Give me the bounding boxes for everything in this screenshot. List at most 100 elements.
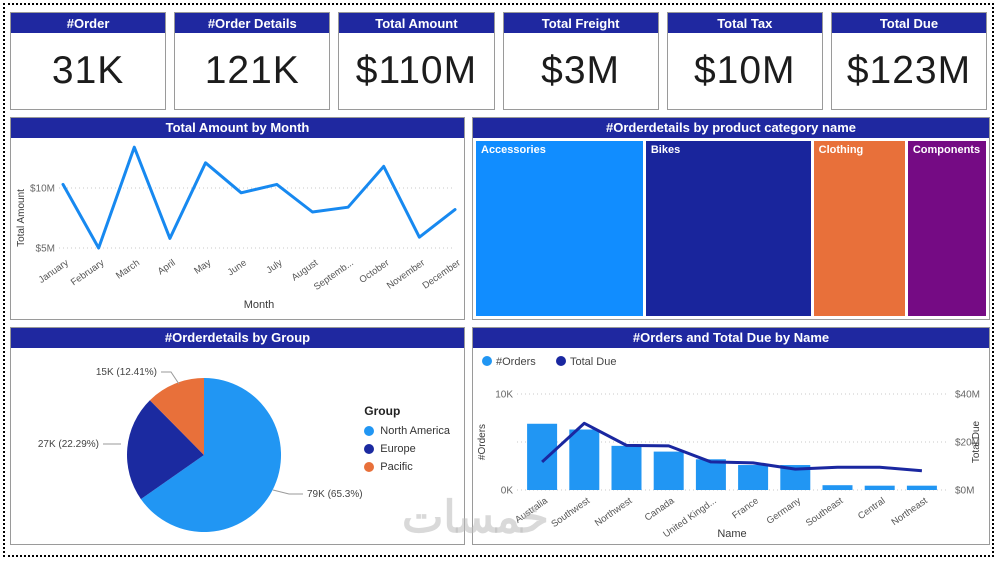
pie-slice-europe[interactable] [127,400,204,500]
x-tick: May [192,257,213,276]
legend-item-label: Pacific [380,461,413,473]
panel-orders-total-due-by-name[interactable]: #Orders and Total Due by Name #Orders Tot… [472,327,990,545]
legend-dot-icon [364,426,375,436]
bar-southeast[interactable] [822,485,853,490]
kpi-card[interactable]: Total Due $123M [830,12,988,110]
treemap-segment-accessories[interactable]: Accessories [476,141,643,316]
line-chart-body: $10M $5M January February March April May June J… [11,138,464,319]
x-tick: France [730,495,761,521]
bar-northeast[interactable] [906,485,937,490]
x-tick: Central [856,495,887,522]
x-tick: July [264,257,284,276]
kpi-card-value: 31K [51,49,125,92]
panel-orderdetails-by-group[interactable]: #Orderdetails by Group 79K (65.3%) 27K (2… [10,327,465,545]
pie-legend-title: Group [364,404,401,418]
middle-row: Total Amount by Month $10M $5M January Febr… [10,117,990,320]
treemap-segment-label: Components [912,144,981,156]
x-tick: Canada [643,495,677,524]
left-axis-tick: 0K [501,486,514,497]
pie-legend: Group North America Europe Pacific [364,404,450,479]
kpi-card-title: #Order [11,13,166,33]
pie-slice-label: 15K (12.41%) [96,367,157,378]
y-axis-title: Total Amount [16,189,27,247]
legend-item-north-america[interactable]: North America [364,425,450,437]
pie-slice-label: 27K (22.29%) [38,439,99,450]
x-tick: March [114,257,142,281]
combo-legend-dot-icon [482,356,492,366]
kpi-card-title: #Order Details [175,13,330,33]
right-axis-tick: $40M [955,390,980,401]
pie-slice-label: 79K (65.3%) [307,489,363,500]
right-axis-tick: $0M [955,486,974,497]
legend-item-europe[interactable]: Europe [364,443,450,455]
kpi-card[interactable]: Total Freight $3M [502,12,659,110]
bar-france[interactable] [738,465,769,490]
panel-title-orders-total-due-by-name: #Orders and Total Due by Name [473,328,989,348]
pie-chart[interactable]: 79K (65.3%) 27K (22.29%) 15K (12.41%) [11,348,464,544]
treemap-segment-label: Clothing [818,144,864,156]
combo-chart[interactable]: #Orders Total Due 10K 0K $40M $20M $0M Australi… [473,348,989,544]
x-tick: Septemb... [312,257,356,292]
treemap-segment-components[interactable]: Components [907,141,986,316]
panel-title-orderdetails-by-group: #Orderdetails by Group [11,328,464,348]
x-tick: Northwest [593,495,635,529]
legend-dot-icon [364,462,375,472]
legend-item-pacific[interactable]: Pacific [364,461,450,473]
kpi-card-title: Total Due [831,13,987,33]
treemap-segment-label: Accessories [481,144,546,156]
bar-central[interactable] [864,485,895,490]
kpi-card[interactable]: #Order Details 121K [174,12,331,110]
panel-orderdetails-by-category[interactable]: #Orderdetails by product category name A… [472,117,990,320]
kpi-card-value: $10M [693,49,796,92]
treemap-segment-label: Bikes [650,144,681,156]
panel-title-total-amount-by-month: Total Amount by Month [11,118,464,138]
kpi-card[interactable]: Total Tax $10M [666,12,823,110]
left-axis-title: #Orders [477,424,488,460]
bottom-row: #Orderdetails by Group 79K (65.3%) 27K (2… [10,327,990,545]
kpi-card[interactable]: #Order 31K [10,12,167,110]
x-tick: Southeast [804,495,846,529]
kpi-row: #Order 31K #Order Details 121K Total Amount $… [10,12,988,110]
legend-item-label: North America [380,425,450,437]
kpi-card-title: Total Freight [503,13,658,33]
pie-slice-pacific[interactable] [149,378,204,455]
total-amount-line[interactable] [61,145,457,250]
kpi-card-value: 121K [204,49,300,92]
pie-slice-north-america[interactable] [140,378,282,532]
x-axis-title: Month [244,299,275,311]
treemap-segment-bikes[interactable]: Bikes [645,141,811,316]
panel-title-orderdetails-by-category: #Orderdetails by product category name [473,118,989,138]
combo-chart-body: #Orders Total Due 10K 0K $40M $20M $0M Australi… [473,348,989,544]
right-axis-tick: $20M [955,438,980,449]
x-tick: April [156,257,178,277]
legend-dot-icon [364,444,375,454]
bar-unitedkingd[interactable] [695,459,726,490]
y-tick: $10M [30,184,55,195]
x-tick: February [69,257,107,288]
legend-item-label: Europe [380,443,416,455]
x-tick: August [290,257,321,283]
combo-legend-dot-icon [556,356,566,366]
x-tick: November [385,257,427,291]
right-axis-title: Total Due [971,420,982,463]
left-axis-tick: 10K [495,390,513,401]
kpi-card-value: $3M [541,49,621,92]
total-due-line[interactable] [541,421,923,473]
bar-australia[interactable] [527,423,558,490]
x-tick: Australia [513,495,550,526]
bar-southwest[interactable] [569,429,600,490]
x-tick: June [226,257,249,278]
panel-total-amount-by-month[interactable]: Total Amount by Month $10M $5M January Febr… [10,117,465,320]
treemap-segment-clothing[interactable]: Clothing [813,141,905,316]
kpi-card[interactable]: Total Amount $110M [338,12,495,110]
bar-northwest[interactable] [611,445,642,490]
kpi-card-value: $123M [846,49,972,92]
x-tick: Southwest [549,495,592,530]
kpi-card-title: Total Amount [339,13,494,33]
bar-canada[interactable] [653,451,684,490]
x-tick: January [37,257,71,286]
kpi-card-title: Total Tax [667,13,822,33]
pie-chart-body: 79K (65.3%) 27K (22.29%) 15K (12.41%) Grou… [11,348,464,544]
